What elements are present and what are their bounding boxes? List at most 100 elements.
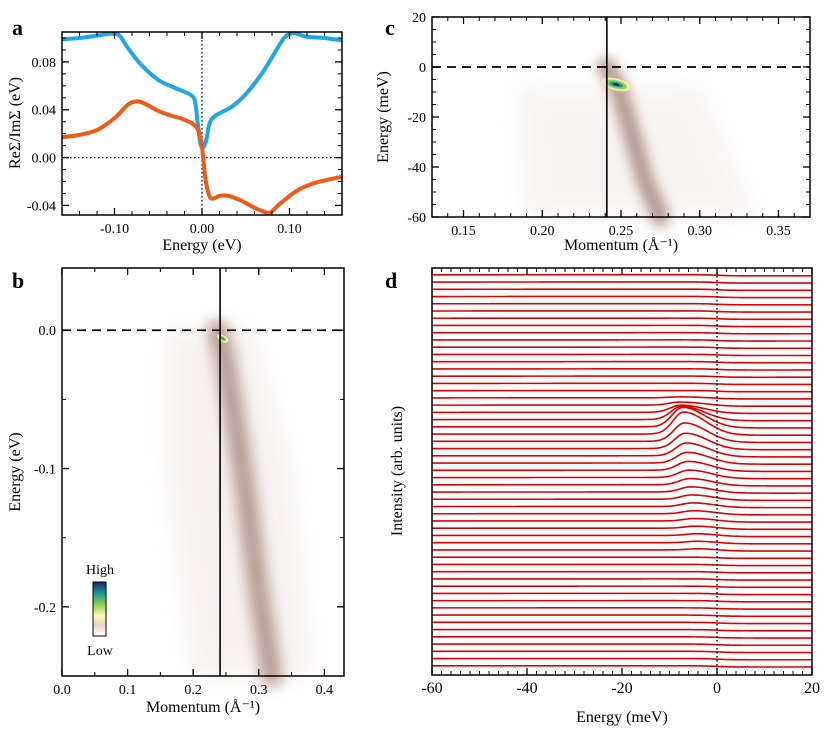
panel-a-xlabel: Energy (eV) — [162, 237, 241, 254]
edc-curve — [432, 547, 812, 552]
panel-label-c: c — [385, 15, 395, 40]
edc-curve — [432, 389, 812, 393]
x-tick-label: 0.0 — [53, 683, 71, 698]
edc-curve — [432, 442, 812, 458]
edc-curve — [432, 396, 813, 400]
edc-curve — [432, 607, 812, 610]
x-tick-label: 0.15 — [451, 224, 476, 239]
panel-c-ylabel: Energy (meV) — [375, 71, 392, 163]
panel-label-a: a — [12, 15, 23, 40]
edc-curve — [431, 324, 812, 328]
colorbar-low-label: Low — [87, 644, 114, 659]
edc-curve — [432, 525, 812, 531]
y-tick-label: -0.04 — [27, 199, 56, 214]
x-tick-label: 0.30 — [688, 224, 713, 239]
edc-curve — [432, 614, 812, 618]
edc-curve — [432, 432, 812, 451]
edc-curve — [432, 592, 812, 596]
panel-b-colorbar: High Low — [86, 563, 114, 659]
x-tick-label: -40 — [516, 680, 537, 697]
panel-b-ylabel: Energy (eV) — [7, 432, 24, 511]
edc-curve — [432, 375, 812, 379]
edc-curve — [432, 665, 812, 668]
y-tick-label: 0.0 — [39, 324, 57, 339]
colorbar-gradient — [92, 581, 107, 637]
edc-curve — [432, 401, 812, 408]
panel-b: b High Low 0.0 0.1 0.2 0.3 0.4 -0.2 -0.1 0.0 Mo… — [7, 267, 345, 716]
edc-curve — [432, 469, 812, 480]
panel-a-ylabel: ReΣ/ImΣ (eV) — [7, 77, 24, 169]
edc-curve — [432, 540, 812, 545]
edc-curve — [432, 368, 812, 371]
edc-curve — [431, 406, 812, 429]
edc-curve — [432, 570, 812, 574]
edc-curve — [432, 460, 812, 473]
edc-curve — [432, 599, 812, 603]
edc-curve — [432, 382, 812, 386]
peak-core — [612, 82, 620, 87]
edc-curve — [432, 578, 812, 581]
x-tick-label: -0.10 — [100, 222, 129, 237]
panel-d-xlabel: Energy (meV) — [576, 709, 668, 726]
edc-curve — [432, 657, 812, 661]
x-tick-label: 0.3 — [250, 683, 268, 698]
panel-b-frame — [61, 267, 345, 677]
edc-curve — [432, 585, 812, 589]
edc-curve — [432, 288, 812, 292]
edc-curve — [431, 517, 812, 523]
edc-curve — [432, 621, 812, 625]
y-tick-label: 0.08 — [32, 56, 57, 71]
edc-curve — [432, 509, 812, 516]
x-tick-label: -60 — [421, 680, 442, 697]
edc-curve — [432, 502, 812, 509]
x-tick-label: 0.10 — [277, 222, 302, 237]
x-tick-label: 20 — [804, 680, 820, 697]
x-tick-label: 0 — [713, 680, 721, 697]
edc-curve — [432, 494, 812, 502]
edc-curve — [432, 339, 812, 342]
edc-curve — [432, 451, 812, 465]
peak-inner — [220, 337, 225, 340]
edc-curve — [432, 405, 812, 422]
edc-curve — [432, 310, 812, 313]
edc-curve — [432, 360, 812, 364]
edc-curve — [432, 532, 812, 538]
edc-curve — [432, 411, 812, 436]
edc-curve — [432, 404, 812, 415]
y-tick-label: -20 — [407, 111, 426, 126]
x-tick-label: 0.00 — [190, 222, 215, 237]
x-tick-label: 0.25 — [609, 224, 634, 239]
edc-curve — [432, 353, 812, 357]
edc-curve — [432, 477, 812, 487]
edc-curve — [432, 486, 812, 494]
edc-curve — [432, 302, 812, 306]
y-tick-label: -40 — [407, 161, 426, 176]
edc-curve — [432, 650, 812, 654]
colorbar-high-label: High — [86, 563, 114, 578]
panel-c-xlabel: Momentum (Å⁻¹) — [564, 236, 678, 254]
edc-curve — [432, 643, 812, 647]
edc-curve — [432, 295, 812, 299]
edc-curve — [432, 317, 812, 321]
x-tick-label: 0.35 — [766, 224, 791, 239]
edc-curve — [432, 281, 813, 284]
edc-curve — [432, 556, 812, 560]
panel-c: c 0.15 0.20 0.25 0.30 0.35 -60 -40 -20 0 20 Momen… — [375, 11, 811, 254]
y-tick-label: -0.1 — [34, 463, 56, 478]
y-tick-label: 20 — [412, 11, 426, 26]
y-tick-label: -60 — [407, 211, 426, 226]
panel-label-d: d — [385, 268, 397, 293]
edc-curve — [432, 628, 812, 632]
edc-curve — [432, 422, 812, 444]
x-tick-label: 0.1 — [119, 683, 137, 698]
series-re-sigma-line — [61, 99, 343, 216]
y-tick-label: 0 — [419, 61, 426, 76]
x-tick-label: 0.20 — [530, 224, 555, 239]
y-tick-label: -0.2 — [34, 601, 56, 616]
edc-curve — [432, 636, 812, 639]
panel-label-b: b — [12, 268, 24, 293]
y-tick-label: 0.00 — [32, 152, 57, 167]
edc-curve — [432, 563, 812, 567]
edc-curve — [431, 331, 812, 335]
